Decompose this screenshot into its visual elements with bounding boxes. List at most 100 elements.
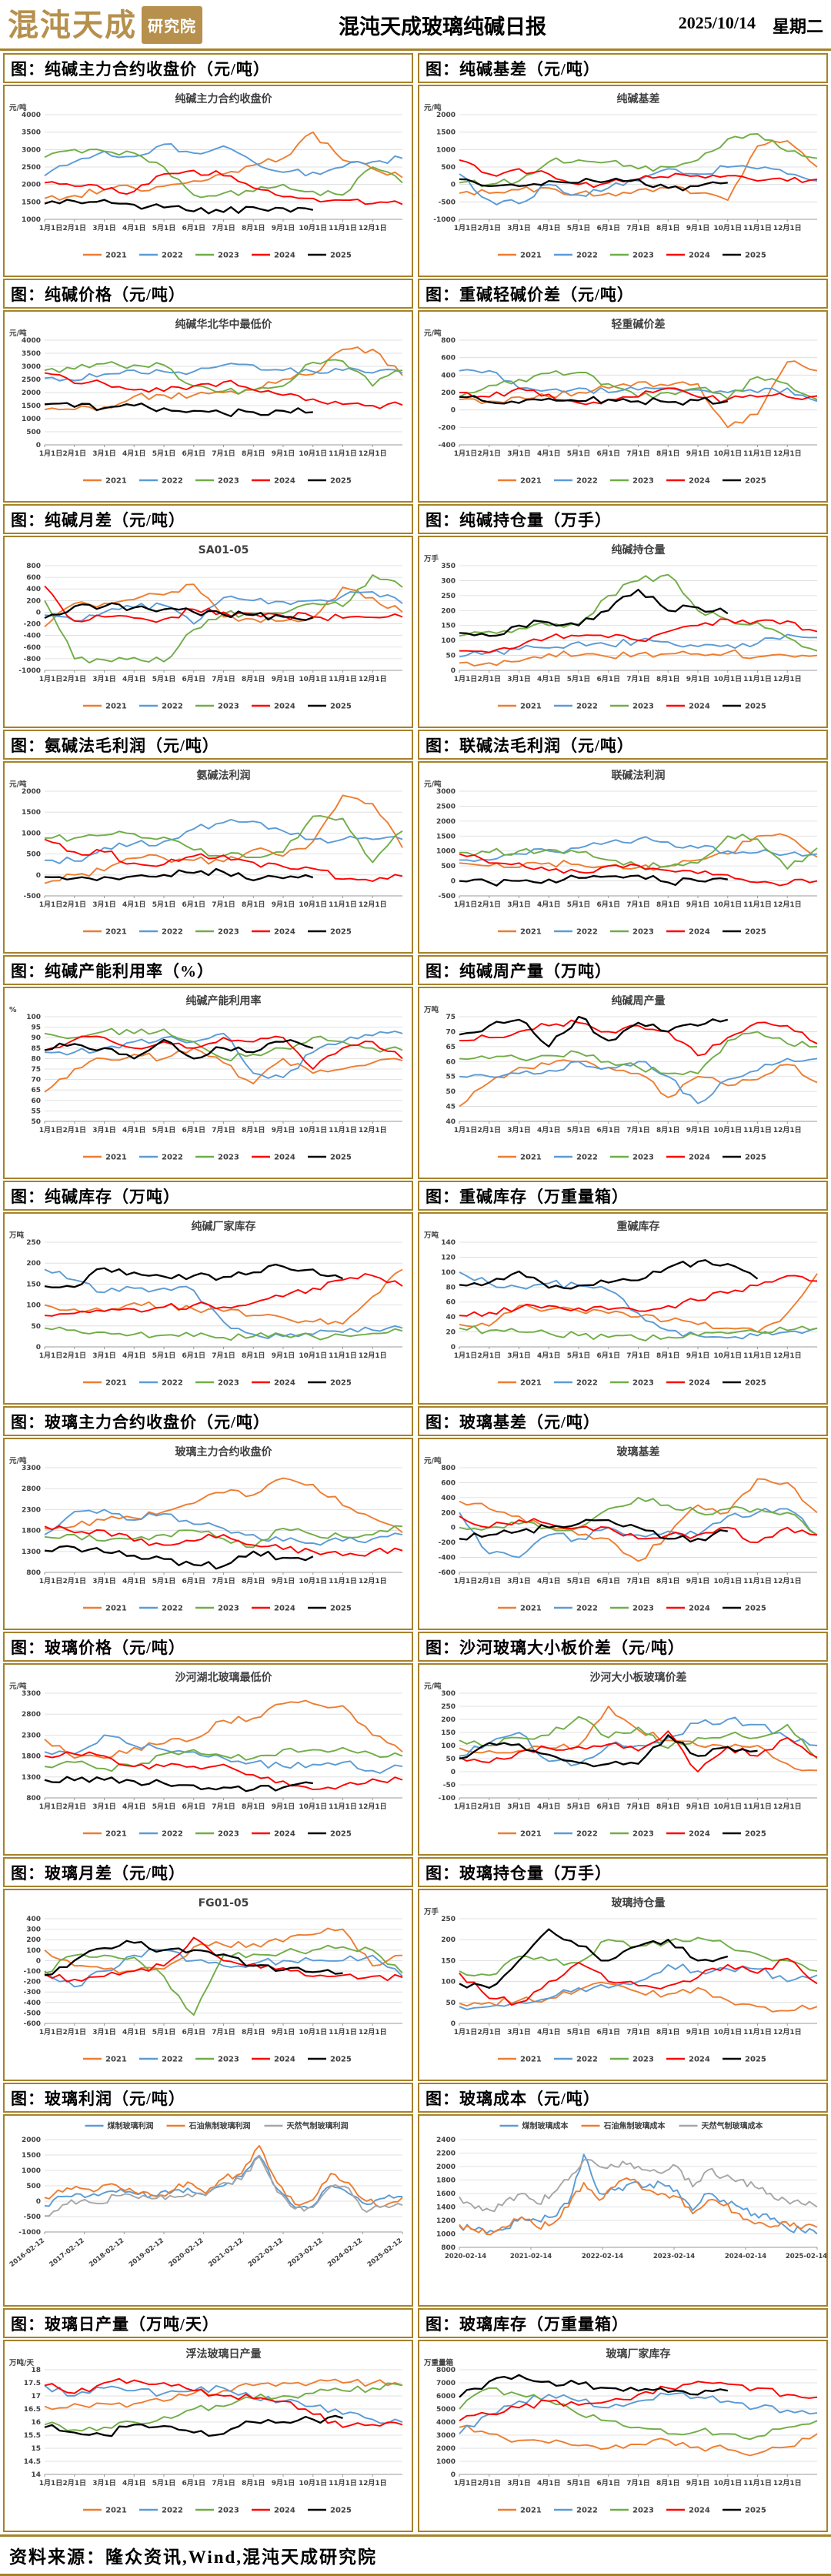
chart-panel-fg-profit: -1000 -500 0 500 1000 1500 2000 2016-02-12 2017-… <box>3 2114 413 2307</box>
chart-panel-sa-price: 纯碱华北华中最低价 元/吨 0 500 1000 1500 2000 2500 3000 3500… <box>3 310 413 503</box>
chart-title: 纯碱周产量 <box>612 994 666 1007</box>
x-tick-label: 9月1日 <box>272 449 295 458</box>
y-tick-label: 200 <box>441 389 456 397</box>
legend-label: 2024 <box>689 703 710 711</box>
x-tick-label: 3月1日 <box>92 1577 116 1585</box>
series-line-2025 <box>459 874 728 887</box>
y-tick-label: 800 <box>26 1569 41 1577</box>
series-line-2025 <box>44 1940 343 1976</box>
x-tick-label: 2023-02-12 <box>287 2237 325 2268</box>
legend-label: 2024 <box>274 477 295 486</box>
x-tick-label: 3月1日 <box>92 2479 116 2487</box>
section-title-fg-inventory: 图：玻璃库存（万重量箱） <box>418 2308 828 2338</box>
x-tick-label: 2025-02-14 <box>786 2253 826 2260</box>
chart-title: FG01-05 <box>199 1897 249 1909</box>
legend-label: 石油焦制玻璃成本 <box>603 2121 666 2131</box>
legend-label: 2025 <box>745 1830 766 1839</box>
y-tick-label: -1000 <box>18 667 41 675</box>
series-line-2024 <box>459 2381 818 2422</box>
series-line-2022 <box>459 1057 818 1104</box>
series-line-2024 <box>44 585 403 623</box>
x-tick-label: 11月1日 <box>329 2479 357 2487</box>
legend-label: 2025 <box>330 703 352 711</box>
y-tick-label: 100 <box>441 1742 456 1750</box>
y-tick-label: 1000 <box>22 216 41 224</box>
chart-cell-fg-open-interest: 图：玻璃持仓量（万手） 玻璃持仓量 万手 0 50 100 150 200 250 1月1日 2月1… <box>418 1857 828 2081</box>
y-tick-label: 60 <box>446 1058 456 1066</box>
y-tick-label: 400 <box>26 1916 41 1923</box>
y-tick-label: 3300 <box>22 1465 41 1472</box>
x-tick-label: 9月1日 <box>686 675 710 683</box>
x-tick-label: 12月1日 <box>359 1126 387 1134</box>
y-tick-label: 60 <box>31 1098 41 1105</box>
series-line-2022 <box>459 836 818 863</box>
legend-label: 2023 <box>632 1830 654 1839</box>
x-tick-label: 9月1日 <box>686 2028 710 2036</box>
chart-panel-fg-month-spread: FG01-05 -600 -500 -400 -300 -200 -100 0 100 200 30… <box>3 1889 413 2081</box>
y-tick-label: 500 <box>441 164 456 172</box>
y-tick-label: 75 <box>31 1066 41 1074</box>
x-tick-label: 6月1日 <box>596 1577 620 1585</box>
x-tick-label: 3月1日 <box>92 1351 116 1360</box>
x-tick-label: 12月1日 <box>773 1126 802 1134</box>
x-tick-label: 1月1日 <box>39 1803 63 1811</box>
legend-label: 2022 <box>576 2056 598 2064</box>
y-tick-label: -100 <box>23 1968 41 1976</box>
y-tick-label: 100 <box>26 1302 41 1310</box>
chart-row: 图：氨碱法毛利润（元/吨） 氨碱法利润 元/吨 -500 0 500 1000 1500 200… <box>3 730 828 954</box>
x-tick-label: 10月1日 <box>713 2479 742 2487</box>
legend-label: 2022 <box>162 2507 183 2515</box>
x-tick-label: 12月1日 <box>359 1351 387 1360</box>
series-line-2021 <box>459 1981 818 2013</box>
x-tick-label: 6月1日 <box>182 2479 205 2487</box>
y-tick-label: 3300 <box>22 1690 41 1698</box>
x-tick-label: 10月1日 <box>713 900 742 909</box>
section-title-sa-weekly-output: 图：纯碱周产量（万吨） <box>418 955 828 985</box>
chart-cell-sa-close: 图：纯碱主力合约收盘价（元/吨） 纯碱主力合约收盘价 元/吨 1000 1500 2000… <box>3 53 413 277</box>
x-tick-label: 6月1日 <box>182 900 205 909</box>
x-tick-label: 11月1日 <box>743 224 772 232</box>
series-line-2025 <box>44 867 314 882</box>
series-line-2021 <box>44 1477 403 1534</box>
legend-label: 2021 <box>105 1605 127 1613</box>
x-tick-label: 12月1日 <box>773 449 802 458</box>
x-tick-label: 9月1日 <box>686 1803 710 1811</box>
x-tick-label: 2022-02-12 <box>247 2237 285 2268</box>
x-tick-label: 11月1日 <box>329 449 357 458</box>
x-tick-label: 3月1日 <box>507 1351 531 1360</box>
chart-panel-heavy-light-spread: 轻重碱价差 元/吨 -400 -200 0 200 400 600 800 1月1日 2月1日 3月1… <box>418 310 828 503</box>
y-tick-label: 0 <box>451 182 456 189</box>
y-tick-label: 200 <box>26 597 41 605</box>
chart-cell-fg-inventory: 图：玻璃库存（万重量箱） 玻璃厂家库存 万重量箱 0 1000 2000 3000 4000 5… <box>418 2308 828 2532</box>
y-axis-unit-label: 元/吨 <box>424 1682 442 1691</box>
x-tick-label: 3月1日 <box>507 1126 531 1134</box>
x-tick-label: 3月1日 <box>507 449 531 458</box>
legend-label: 2024 <box>274 1605 295 1613</box>
x-tick-label: 8月1日 <box>656 1803 680 1811</box>
section-title-heavy-inventory: 图：重碱库存（万重量箱） <box>418 1181 828 1211</box>
x-tick-label: 9月1日 <box>686 224 710 232</box>
series-line-2021 <box>459 360 818 429</box>
x-tick-label: 11月1日 <box>329 1126 357 1134</box>
x-tick-label: 9月1日 <box>686 2479 710 2487</box>
y-tick-label: 1300 <box>22 1774 41 1782</box>
y-tick-label: 2400 <box>436 2137 456 2144</box>
series-line-2024 <box>44 372 403 409</box>
x-tick-label: 10月1日 <box>713 1126 742 1134</box>
chart-cell-sa-month-spread: 图：纯碱月差（元/吨） SA01-05 -1000 -800 -600 -400 -200 0… <box>3 504 413 728</box>
x-tick-label: 2月1日 <box>477 900 501 909</box>
x-tick-label: 2020-02-12 <box>168 2237 205 2268</box>
series-line-2023 <box>459 132 818 188</box>
legend-label: 2021 <box>105 477 127 486</box>
y-axis-unit-label: 元/吨 <box>424 1456 442 1465</box>
x-tick-label: 1月1日 <box>454 2028 478 2036</box>
x-tick-label: 2月1日 <box>62 1577 86 1585</box>
line-chart-svg: -1000 -500 0 500 1000 1500 2000 2016-02-12 2017-… <box>8 2121 404 2269</box>
y-tick-label: 2500 <box>22 164 41 172</box>
y-tick-label: 85 <box>31 1045 41 1053</box>
chart-panel-fg-cost: 800 1000 1200 1400 1600 1800 2000 2200 2400 2020-… <box>418 2114 828 2307</box>
x-tick-label: 11月1日 <box>329 1577 357 1585</box>
